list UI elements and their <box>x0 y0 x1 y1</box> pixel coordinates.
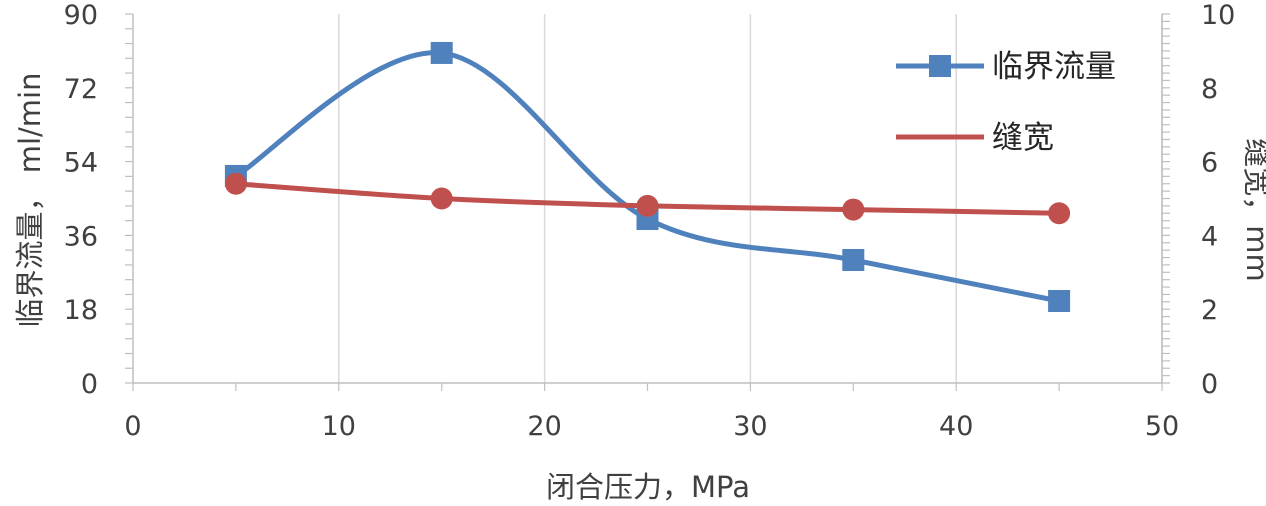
y-right-tick-label-10: 10 <box>1201 0 1235 31</box>
series-2-point-15 <box>430 187 453 210</box>
y-right-tick-label-8: 8 <box>1201 74 1218 105</box>
series-2-point-45 <box>1048 202 1071 225</box>
series-1-point-45 <box>1048 290 1071 312</box>
series-1-point-15 <box>430 41 453 64</box>
x-tick-label-30: 30 <box>733 411 767 442</box>
series-2-point-5 <box>224 172 247 195</box>
x-axis-title: 闭合压力，MPa <box>546 470 750 504</box>
series-2-point-35 <box>842 198 865 221</box>
y-left-tick-label-0: 0 <box>81 369 98 400</box>
x-tick-label-10: 10 <box>322 411 356 442</box>
x-tick-label-20: 20 <box>527 411 561 442</box>
y-left-tick-label-90: 90 <box>64 0 98 31</box>
y-right-tick-label-4: 4 <box>1201 221 1218 252</box>
y-left-tick-label-18: 18 <box>64 295 98 326</box>
y-left-tick-label-54: 54 <box>64 148 98 179</box>
y-left-tick-label-72: 72 <box>64 74 98 105</box>
x-tick-label-0: 0 <box>124 411 141 442</box>
series-1-point-35 <box>842 249 865 271</box>
x-tick-label-40: 40 <box>939 411 973 442</box>
y-right-tick-label-0: 0 <box>1201 369 1218 400</box>
x-tick-label-50: 50 <box>1145 411 1179 442</box>
legend-item-1-label: 临界流量 <box>992 49 1116 85</box>
y-right-tick-label-6: 6 <box>1201 148 1218 179</box>
series-2-point-25 <box>636 194 659 217</box>
y-right-tick-label-2: 2 <box>1201 295 1218 326</box>
y-axis-left-title: 临界流量， ml/min <box>13 73 47 328</box>
legend-item-2-label: 缝宽 <box>992 120 1054 156</box>
series-1-line <box>234 50 1060 304</box>
y-axis-right-title: 缝宽，mm <box>1240 138 1266 282</box>
legend-item-1-marker <box>929 55 951 77</box>
series-layer <box>224 41 1071 312</box>
tick-labels: 0 10 20 30 40 50 0 18 36 54 72 90 0 2 4 6 8 10 <box>64 0 1236 442</box>
y-left-tick-label-36: 36 <box>64 221 98 252</box>
axes <box>125 13 1170 391</box>
